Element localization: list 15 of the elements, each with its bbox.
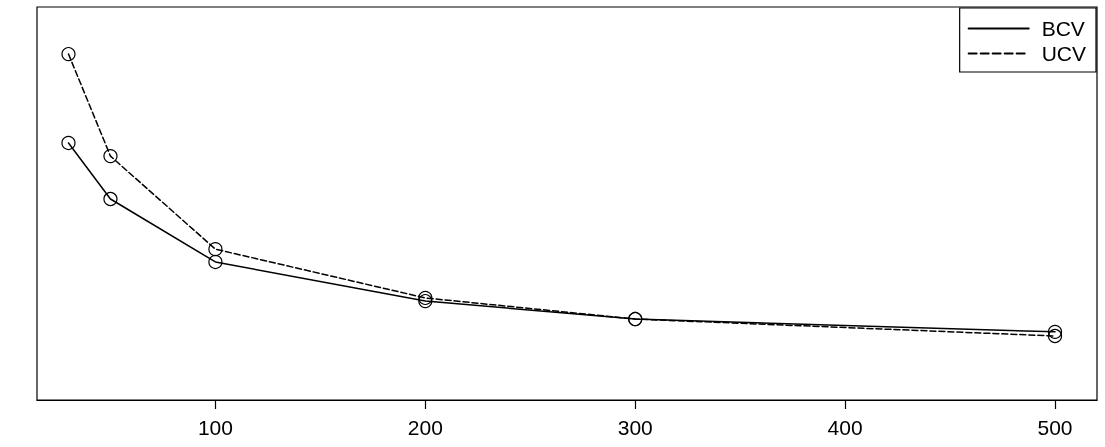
x-tick-label: 200 <box>407 416 443 439</box>
legend-label: BCV <box>1041 17 1085 40</box>
point <box>1047 324 1063 339</box>
point <box>208 242 223 257</box>
point <box>103 191 118 207</box>
point <box>61 135 76 151</box>
point <box>208 254 223 270</box>
legend-label: UCV <box>1041 42 1087 65</box>
x-tick-label: 400 <box>827 416 863 439</box>
x-tick-label: 500 <box>1037 416 1073 439</box>
x-tick-label: 100 <box>197 416 233 439</box>
point <box>1047 328 1063 344</box>
x-tick-label: 300 <box>617 416 653 439</box>
point <box>61 46 76 62</box>
point <box>103 149 118 164</box>
